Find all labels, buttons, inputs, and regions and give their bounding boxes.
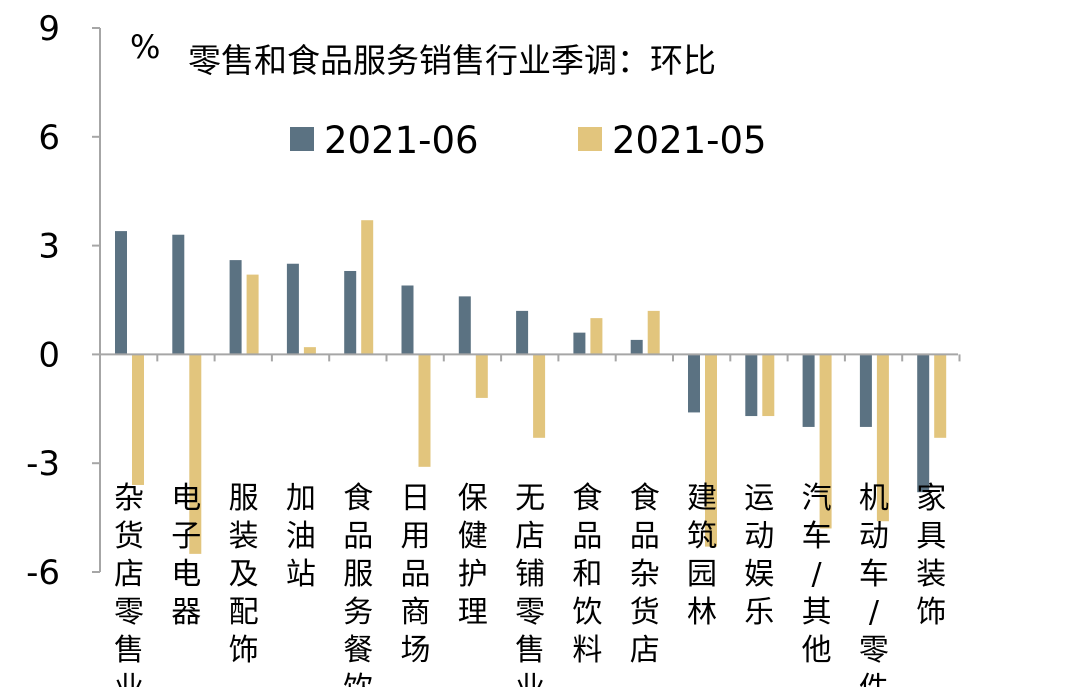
category-label: 保健护理 [458, 481, 488, 630]
bar-2021-05-13 [876, 354, 889, 522]
bar-2021-06-1 [172, 234, 185, 355]
y-tick-label: 0 [38, 335, 60, 375]
category-label: 电子电器 [171, 481, 201, 630]
bar-2021-06-3 [286, 263, 299, 355]
category-label: 食品和饮料 [572, 481, 602, 668]
bar-2021-06-5 [401, 285, 414, 355]
bar-2021-06-12 [802, 354, 815, 427]
legend: 2021-06 2021-05 [290, 119, 767, 162]
category-label: 机动车/零件 [859, 481, 889, 687]
bar-2021-06-10 [688, 354, 700, 413]
y-tick-label: -6 [26, 553, 60, 593]
y-tick-label: 9 [38, 9, 60, 49]
category-label: 食品杂货店 [630, 481, 660, 668]
y-axis: 9 6 3 0 -3 -6 [26, 9, 101, 593]
bar-2021-06-2 [229, 260, 242, 355]
bar-2021-05-12 [819, 354, 832, 529]
bar-2021-06-4 [344, 270, 357, 355]
category-label: 加油站 [286, 481, 316, 592]
legend-swatch-2021-05 [578, 127, 602, 151]
bar-2021-05-8 [590, 318, 603, 355]
bar-2021-05-9 [647, 310, 660, 355]
y-tick-label: 3 [38, 227, 60, 267]
category-label: 家具装饰 [916, 481, 946, 630]
bar-2021-05-14 [934, 354, 947, 438]
bar-2021-05-3 [303, 347, 316, 355]
unit-label: % [130, 28, 160, 66]
category-label: 日用品商场 [401, 481, 431, 668]
bar-2021-06-13 [859, 354, 872, 427]
bar-2021-06-8 [573, 332, 586, 355]
bar-2021-05-11 [762, 354, 775, 417]
category-label: 建筑园林 [687, 481, 717, 630]
category-label: 食品服务餐饮 [343, 481, 373, 687]
bar-2021-06-6 [458, 296, 471, 355]
y-tick-label: -3 [26, 444, 60, 484]
category-labels: 杂货店零售业电子电器服装及配饰加油站食品服务餐饮日用品商场保健护理无店铺零售业食… [114, 481, 946, 687]
legend-label-2021-05: 2021-05 [612, 119, 767, 162]
category-label: 运动娱乐 [744, 481, 774, 630]
bar-2021-05-10 [705, 354, 717, 547]
bar-2021-05-0 [132, 354, 144, 485]
bar-2021-06-14 [917, 354, 930, 493]
legend-label-2021-06: 2021-06 [324, 119, 479, 162]
bar-2021-05-4 [361, 220, 374, 355]
bar-2021-05-7 [533, 354, 546, 438]
category-label: 杂货店零售业 [114, 481, 144, 687]
bar-2021-05-1 [189, 354, 202, 554]
bars [99, 220, 961, 554]
bar-2021-06-9 [630, 339, 643, 355]
legend-swatch-2021-06 [290, 127, 314, 151]
category-label: 服装及配饰 [229, 481, 259, 668]
category-label: 汽车/其他 [802, 481, 832, 668]
category-label: 无店铺零售业 [515, 481, 545, 687]
chart-title: 零售和食品服务销售行业季调：环比 [188, 41, 716, 80]
bar-2021-05-6 [475, 354, 488, 398]
bar-2021-05-2 [246, 274, 259, 355]
bar-2021-05-5 [418, 354, 431, 467]
bar-2021-06-0 [115, 231, 127, 355]
bar-2021-06-11 [745, 354, 758, 417]
y-tick-label: 6 [38, 118, 60, 158]
bar-2021-06-7 [516, 310, 529, 355]
